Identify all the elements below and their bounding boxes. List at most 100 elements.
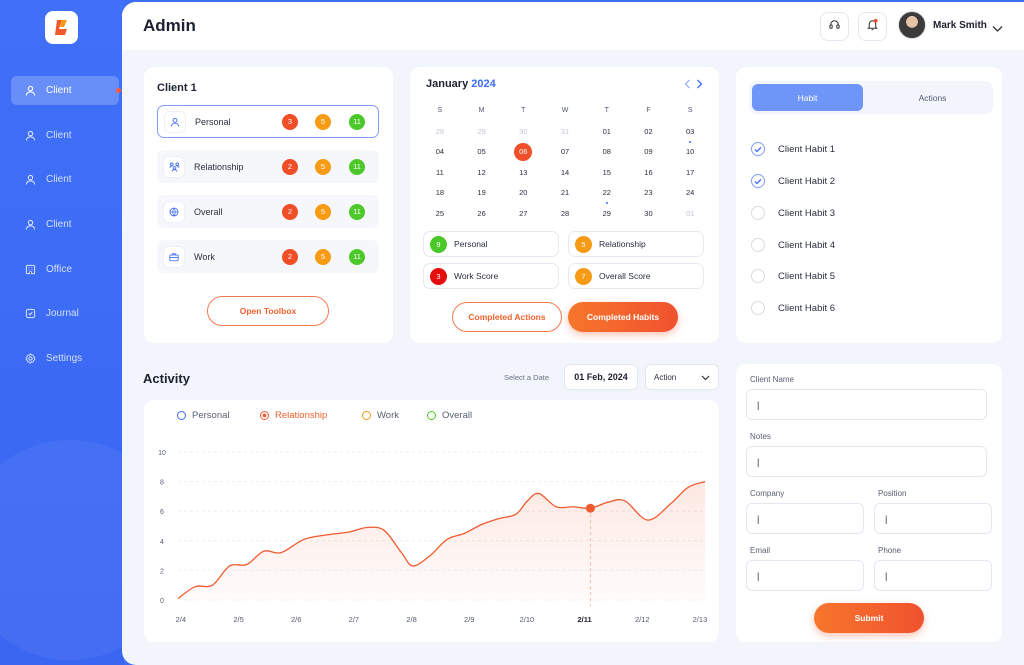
- notifications-button[interactable]: [858, 12, 887, 41]
- checkbox-icon[interactable]: [751, 206, 765, 220]
- calendar-day[interactable]: 04: [435, 147, 445, 157]
- sidebar-item-client-3[interactable]: Client: [11, 165, 121, 194]
- calendar-day[interactable]: 26: [477, 208, 486, 218]
- score-label: Overall Score: [599, 271, 651, 281]
- client-row-relationship[interactable]: Relationship 2 5 11: [157, 150, 379, 183]
- position-input[interactable]: [874, 503, 992, 534]
- series-line-relationship: [177, 480, 706, 600]
- habit-item[interactable]: Client Habit 6: [751, 298, 835, 318]
- calendar-day[interactable]: 01: [602, 126, 611, 136]
- phone-label: Phone: [878, 546, 902, 555]
- calendar-day-selected[interactable]: 06: [502, 143, 544, 162]
- legend-overall[interactable]: Overall: [427, 410, 472, 421]
- sidebar-item-client-1[interactable]: Client: [11, 76, 121, 105]
- support-button[interactable]: [820, 12, 849, 41]
- calendar-day[interactable]: 28: [560, 208, 570, 218]
- notes-input[interactable]: [746, 446, 987, 477]
- habit-item[interactable]: Client Habit 4: [751, 235, 835, 255]
- chevron-right-icon[interactable]: [696, 79, 703, 92]
- calendar-day[interactable]: 22: [586, 184, 628, 205]
- client-row-personal[interactable]: Personal 3 5 11: [157, 105, 379, 138]
- x-tick-label: 2/11: [578, 615, 592, 624]
- calendar-day[interactable]: 14: [560, 167, 570, 177]
- calendar-day[interactable]: 21: [560, 188, 570, 198]
- calendar-week-row: 04 05 06 07 08 09 10: [419, 142, 711, 163]
- legend-relationship[interactable]: Relationship: [260, 410, 327, 421]
- habit-item[interactable]: Client Habit 3: [751, 203, 835, 223]
- calendar-day[interactable]: 16: [644, 167, 653, 177]
- score-value-badge: 3: [430, 267, 447, 285]
- habit-item[interactable]: Client Habit 5: [751, 266, 835, 286]
- user-icon: [23, 218, 37, 232]
- calendar-day[interactable]: 24: [686, 188, 695, 198]
- client-row-work[interactable]: Work 2 5 11: [157, 240, 379, 273]
- completed-habits-button[interactable]: Completed Habits: [568, 302, 678, 332]
- user-icon: [23, 128, 37, 142]
- calendar-day[interactable]: 13: [519, 167, 528, 177]
- habit-label: Client Habit 4: [778, 239, 836, 251]
- calendar-day[interactable]: 30: [519, 126, 528, 136]
- sidebar-item-label: Client: [46, 129, 72, 141]
- calendar-day[interactable]: 03: [669, 123, 711, 143]
- client-row-overall[interactable]: Overall 2 5 11: [157, 195, 379, 228]
- calendar-day[interactable]: 18: [435, 188, 445, 198]
- calendar-day[interactable]: 23: [644, 188, 653, 198]
- calendar-day[interactable]: 02: [644, 126, 653, 136]
- legend-work[interactable]: Work: [362, 410, 399, 421]
- calendar-grid: S M T W T F S 28 29 30 31 01 02 03 04 05…: [419, 101, 711, 224]
- sidebar-item-journal[interactable]: Journal: [11, 299, 121, 328]
- calendar-day[interactable]: 11: [435, 167, 444, 177]
- checkbox-checked-icon[interactable]: [751, 174, 765, 188]
- chevron-left-icon[interactable]: [684, 79, 691, 92]
- checkbox-icon[interactable]: [751, 301, 765, 315]
- green-count-badge: 11: [349, 248, 365, 265]
- calendar-day[interactable]: 25: [435, 208, 445, 218]
- sidebar-item-settings[interactable]: Settings: [11, 344, 121, 373]
- checkbox-checked-icon[interactable]: [751, 142, 765, 156]
- calendar-day[interactable]: 10: [686, 147, 695, 157]
- calendar-day[interactable]: 29: [477, 126, 486, 136]
- calendar-day[interactable]: 08: [602, 147, 611, 157]
- avatar[interactable]: [898, 11, 926, 39]
- calendar-day[interactable]: 19: [477, 188, 486, 198]
- submit-button[interactable]: Submit: [814, 603, 924, 633]
- tab-habit[interactable]: Habit: [752, 84, 863, 111]
- open-toolbox-button[interactable]: Open Toolbox: [207, 296, 329, 326]
- calendar-day[interactable]: 30: [644, 208, 653, 218]
- calendar-day[interactable]: 20: [519, 188, 528, 198]
- calendar-day[interactable]: 17: [686, 167, 695, 177]
- chevron-down-icon[interactable]: [992, 20, 1003, 38]
- sidebar-item-office[interactable]: Office: [11, 255, 121, 284]
- calendar-day[interactable]: 15: [602, 167, 611, 177]
- habit-item[interactable]: Client Habit 2: [751, 171, 835, 191]
- calendar-day[interactable]: 12: [477, 167, 486, 177]
- checkbox-icon[interactable]: [751, 238, 765, 252]
- date-picker[interactable]: 01 Feb, 2024: [564, 364, 638, 390]
- company-input[interactable]: [746, 503, 864, 534]
- calendar-day[interactable]: 28: [435, 126, 445, 136]
- action-select[interactable]: Action: [645, 364, 719, 390]
- completed-actions-button[interactable]: Completed Actions: [452, 302, 562, 332]
- activity-chart-card: Personal Relationship Work Overall 0 2 4 6 8…: [144, 400, 719, 642]
- calendar-day[interactable]: 29: [602, 208, 611, 218]
- tab-actions[interactable]: Actions: [918, 92, 947, 103]
- phone-input[interactable]: [874, 560, 992, 591]
- calendar-day[interactable]: 05: [477, 147, 486, 157]
- email-input[interactable]: [746, 560, 864, 591]
- calendar-day[interactable]: 27: [519, 208, 528, 218]
- legend-personal[interactable]: Personal: [177, 410, 230, 421]
- client-name-input[interactable]: [746, 389, 987, 420]
- calendar-day[interactable]: 09: [644, 147, 653, 157]
- checkbox-icon[interactable]: [751, 269, 765, 283]
- sidebar-item-client-2[interactable]: Client: [11, 121, 121, 150]
- user-name[interactable]: Mark Smith: [933, 20, 987, 31]
- habit-item[interactable]: Client Habit 1: [751, 139, 835, 159]
- sidebar-item-client-4[interactable]: Client: [11, 210, 121, 239]
- calendar-day[interactable]: 01: [686, 208, 695, 218]
- calendar-day[interactable]: 31: [560, 126, 570, 136]
- logo-icon[interactable]: [45, 11, 78, 44]
- orange-count-badge: 5: [315, 203, 331, 220]
- x-tick-label: 2/7: [349, 615, 359, 624]
- calendar-day[interactable]: 07: [560, 147, 570, 157]
- habit-label: Client Habit 3: [778, 207, 836, 219]
